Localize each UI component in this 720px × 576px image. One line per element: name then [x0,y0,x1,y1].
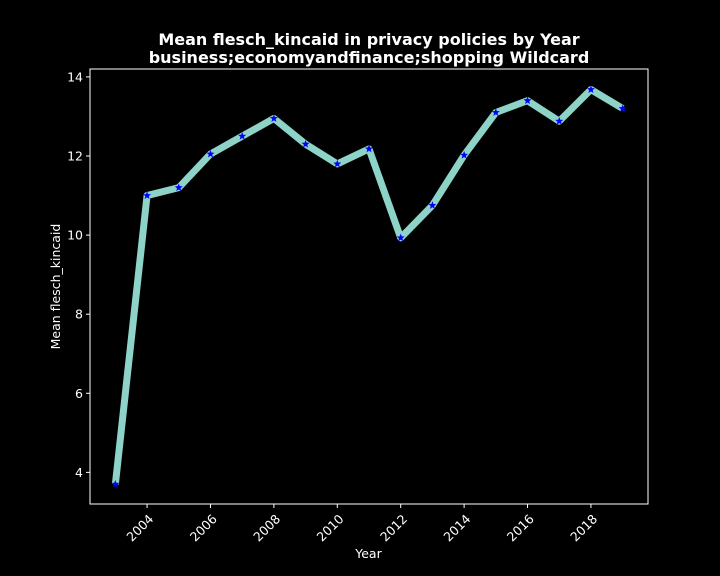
data-point-2014 [460,151,469,159]
data-point-2008 [269,114,278,122]
y-tick-label-6: 6 [75,386,83,401]
data-point-2019 [618,104,627,112]
y-tick-label-12: 12 [67,149,83,164]
chart-title-line-2: business;economyandfinance;shopping Wild… [149,48,590,67]
data-point-2003 [111,480,120,488]
chart-title-line-1: Mean flesch_kincaid in privacy policies … [158,30,579,49]
y-axis-label: Mean flesch_kincaid [48,224,63,350]
data-point-2017 [555,117,564,125]
data-point-2004 [143,191,152,199]
data-point-2009 [301,139,310,148]
plot-frame [89,68,649,505]
y-tick-label-14: 14 [67,69,83,84]
data-point-2018 [586,85,595,93]
data-point-2007 [238,132,247,140]
data-point-2013 [428,201,437,209]
data-point-2011 [365,144,373,153]
data-point-2006 [206,149,215,158]
x-axis-label: Year [354,546,382,561]
data-point-2016 [523,96,532,105]
data-point-2010 [333,159,342,168]
data-point-2015 [491,108,500,116]
y-tick-label-4: 4 [75,465,83,480]
y-tick-label-10: 10 [67,228,83,243]
data-point-2005 [174,183,183,192]
y-tick-label-8: 8 [75,307,83,322]
data-point-2012 [396,233,405,242]
